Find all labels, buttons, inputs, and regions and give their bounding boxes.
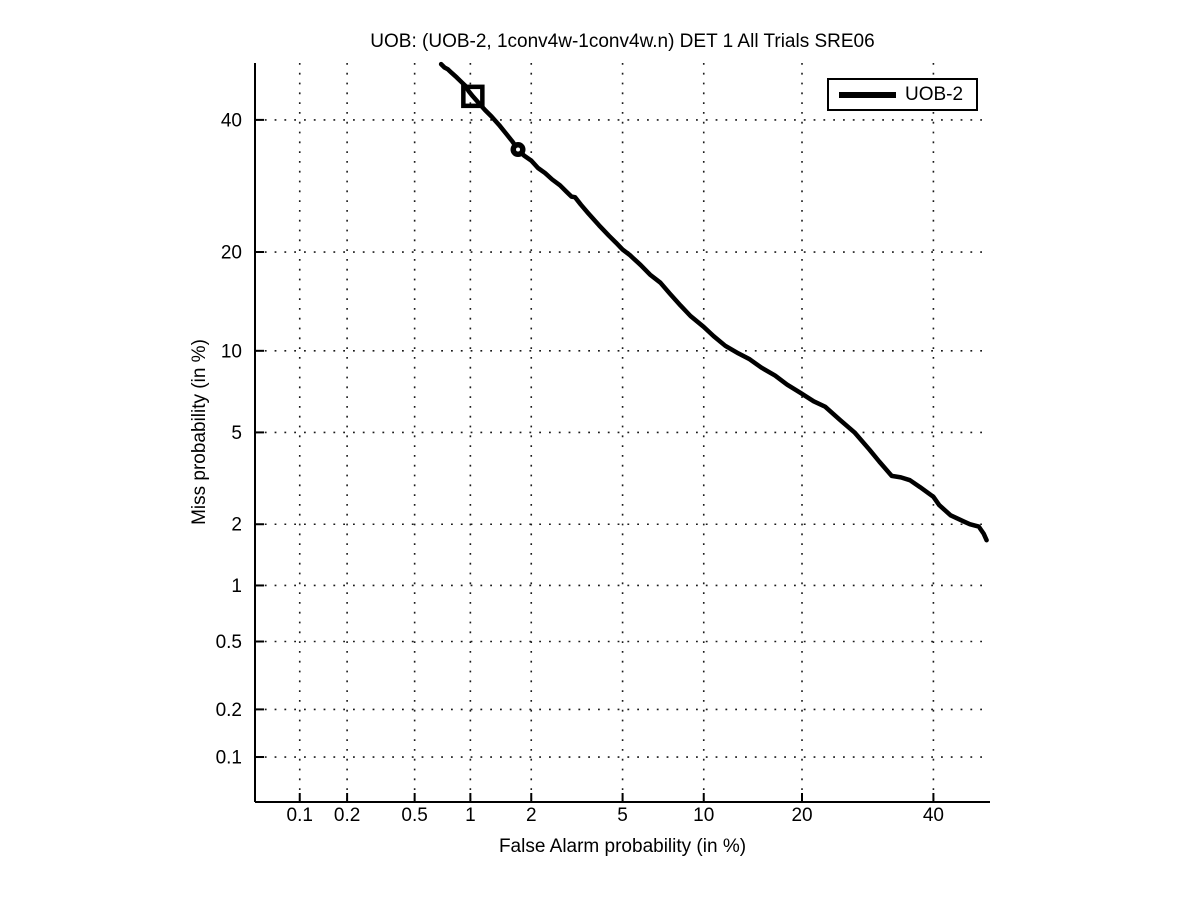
- circle-marker-center: [516, 147, 521, 152]
- det-curve: [438, 61, 989, 543]
- y-tick-label: 5: [231, 423, 242, 444]
- x-tick-label: 5: [617, 805, 628, 826]
- x-tick-label: 0.5: [401, 805, 427, 826]
- legend-line-sample: [839, 91, 896, 98]
- legend: UOB-2: [827, 78, 978, 111]
- x-tick-label: 0.2: [334, 805, 360, 826]
- x-tick-label: 20: [791, 805, 812, 826]
- square-marker: [461, 84, 485, 109]
- legend-series-label: UOB-2: [905, 83, 964, 105]
- x-tick-label: 0.1: [287, 805, 313, 826]
- y-tick-label: 40: [221, 110, 242, 131]
- y-tick-label: 0.2: [216, 700, 242, 721]
- y-tick-label: 10: [221, 341, 242, 362]
- y-tick-label: 20: [221, 243, 242, 264]
- y-tick-label: 1: [231, 576, 242, 597]
- y-tick-label: 2: [231, 515, 242, 536]
- y-tick-label: 0.5: [216, 632, 242, 653]
- chart-title: UOB: (UOB-2, 1conv4w-1conv4w.n) DET 1 Al…: [370, 31, 875, 52]
- y-axis-label: Miss probability (in %): [189, 339, 210, 525]
- y-tick-label: 0.1: [216, 748, 242, 769]
- x-tick-label: 2: [526, 805, 537, 826]
- x-tick-label: 40: [923, 805, 944, 826]
- x-tick-label: 1: [465, 805, 476, 826]
- x-axis-label: False Alarm probability (in %): [498, 836, 747, 857]
- x-tick-label: 10: [693, 805, 714, 826]
